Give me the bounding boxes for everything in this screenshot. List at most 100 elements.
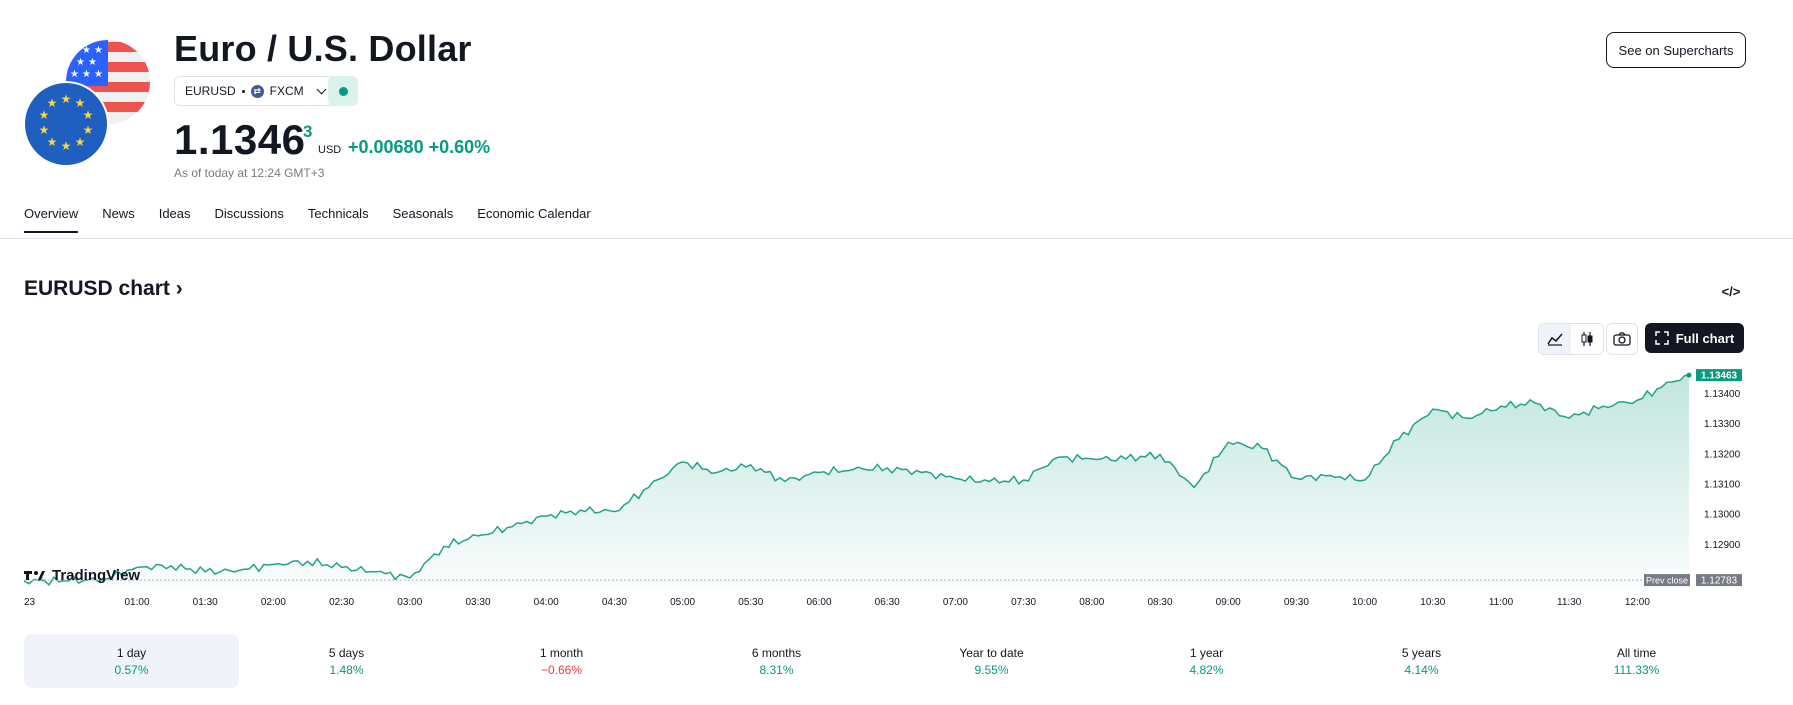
chart-style-toggle [1538, 323, 1604, 355]
x-tick-label: 10:00 [1352, 597, 1377, 608]
tab-overview[interactable]: Overview [24, 206, 79, 233]
period-change: 0.57% [114, 662, 149, 677]
period-label: 1 month [539, 645, 584, 660]
x-tick-label: 03:30 [465, 597, 490, 608]
x-tick-label: 02:00 [261, 597, 286, 608]
period-change: 8.31% [759, 662, 794, 677]
x-tick-label: 06:30 [875, 597, 900, 608]
y-tick-label: 1.13000 [1704, 510, 1741, 521]
period-switcher: 1 day 0.57% 5 days 1.48% 1 month −0.66% 6 mont… [24, 634, 1744, 688]
price-change: +0.00680 +0.60% [348, 137, 491, 157]
status-dot-icon [338, 86, 348, 96]
period-label: 1 year [1189, 645, 1224, 660]
svg-text:★: ★ [75, 96, 86, 110]
x-tick-label: 04:00 [534, 597, 559, 608]
tab-seasonals[interactable]: Seasonals [392, 206, 454, 221]
period-all-time[interactable]: All time 111.33% [1529, 634, 1744, 688]
y-tick-label: 1.13200 [1704, 449, 1741, 460]
period-label: 5 days [328, 645, 365, 660]
tabs-divider [0, 238, 1793, 239]
tradingview-logo-icon: TradingView [24, 567, 140, 584]
last-price-tag [1696, 369, 1742, 382]
x-tick-label: 06:00 [806, 597, 831, 608]
y-tick-label: 1.13300 [1704, 419, 1741, 430]
embed-code-icon[interactable]: </> [1721, 283, 1741, 299]
period-label: 6 months [751, 645, 802, 660]
x-tick-label: 11:30 [1557, 597, 1582, 608]
period-change: 9.55% [974, 662, 1009, 677]
page-title: Euro / U.S. Dollar [174, 28, 472, 69]
period-label: 5 years [1401, 645, 1442, 660]
currency-flags-icon: ★ ★ ★ ★ ★ ★ ★ ★ ★ ★★ ★★★ ★★★ ★ [24, 40, 150, 167]
market-status-badge[interactable] [328, 76, 358, 106]
svg-text:★: ★ [39, 108, 50, 122]
prev-close-value-tag [1696, 574, 1742, 587]
x-tick-label: 01:30 [193, 597, 218, 608]
see-on-supercharts-button[interactable]: See on Supercharts [1606, 32, 1746, 68]
svg-text:★: ★ [39, 123, 50, 137]
prev-close-tag-label: Prev close [1646, 576, 1688, 586]
svg-text:★: ★ [82, 45, 91, 56]
symbol-label: EURUSD [185, 84, 236, 98]
area-chart-icon [1547, 333, 1563, 346]
x-tick-label: 09:30 [1284, 597, 1309, 608]
period-6-months[interactable]: 6 months 8.31% [669, 634, 884, 688]
period-change: 111.33% [1613, 662, 1660, 677]
svg-text:★: ★ [47, 96, 58, 110]
svg-text:★: ★ [70, 45, 79, 56]
svg-text:★: ★ [83, 123, 94, 137]
x-tick-label: 07:00 [943, 597, 968, 608]
tab-ideas[interactable]: Ideas [158, 206, 191, 221]
symbol-selector[interactable]: EURUSD ⇄ FXCM [174, 76, 336, 106]
x-tick-label: 04:30 [602, 597, 627, 608]
x-tick-label: 12:00 [1625, 597, 1650, 608]
period-label: 1 day [116, 645, 147, 660]
price-line [24, 374, 1690, 586]
y-tick-label: 1.12900 [1704, 540, 1741, 551]
period-label: Year to date [959, 645, 1024, 660]
period-change: 4.82% [1189, 662, 1224, 677]
svg-text:★: ★ [47, 135, 58, 149]
tab-economic-calendar[interactable]: Economic Calendar [477, 206, 591, 221]
svg-text:★: ★ [76, 57, 85, 68]
x-tick-label: 11:00 [1489, 597, 1514, 608]
snapshot-button[interactable] [1606, 323, 1638, 355]
price-chart[interactable]: 1.13400 1.13300 1.13200 1.13100 1.13000 1.129… [24, 365, 1744, 615]
svg-text:★: ★ [75, 135, 86, 149]
period-1-month[interactable]: 1 month −0.66% [454, 634, 669, 688]
prev-close-tag [1644, 574, 1690, 587]
candles-icon [1581, 332, 1593, 346]
tab-news[interactable]: News [102, 206, 135, 221]
last-price-superscript: 3 [303, 122, 313, 141]
chart-title-link[interactable]: EURUSD chart › [24, 277, 183, 300]
period-year-to-date[interactable]: Year to date 9.55% [884, 634, 1099, 688]
last-price-point [1686, 372, 1692, 378]
full-chart-button[interactable]: Full chart [1645, 323, 1744, 353]
svg-text:★: ★ [83, 108, 94, 122]
y-tick-label: 1.13100 [1704, 480, 1741, 491]
last-price-tag-label: 1.13463 [1701, 371, 1738, 382]
fxcm-logo-icon: ⇄ [250, 84, 264, 98]
price-area-fill [24, 375, 1689, 587]
exchange-label: FXCM [269, 84, 304, 98]
x-tick-label: 10:30 [1420, 597, 1445, 608]
last-price: 1.1346 [174, 116, 306, 163]
period-5-years[interactable]: 5 years 4.14% [1314, 634, 1529, 688]
tab-technicals[interactable]: Technicals [307, 206, 369, 221]
section-tabs: Overview News Ideas Discussions Technica… [24, 206, 615, 233]
candles-button[interactable] [1571, 324, 1603, 354]
x-tick-label: 02:30 [329, 597, 354, 608]
x-tick-label: 01:00 [124, 597, 149, 608]
x-tick-label: 23 [24, 597, 36, 608]
x-tick-label: 08:00 [1079, 597, 1104, 608]
period-change: 4.14% [1404, 662, 1439, 677]
area-chart-button[interactable] [1539, 324, 1571, 354]
separator-dot [241, 89, 245, 93]
tab-discussions[interactable]: Discussions [214, 206, 284, 221]
period-1-day[interactable]: 1 day 0.57% [24, 634, 239, 688]
period-1-year[interactable]: 1 year 4.82% [1099, 634, 1314, 688]
period-5-days[interactable]: 5 days 1.48% [239, 634, 454, 688]
y-tick-label: 1.13400 [1704, 389, 1741, 400]
svg-text:★: ★ [94, 69, 103, 80]
period-label: All time [1616, 645, 1657, 660]
